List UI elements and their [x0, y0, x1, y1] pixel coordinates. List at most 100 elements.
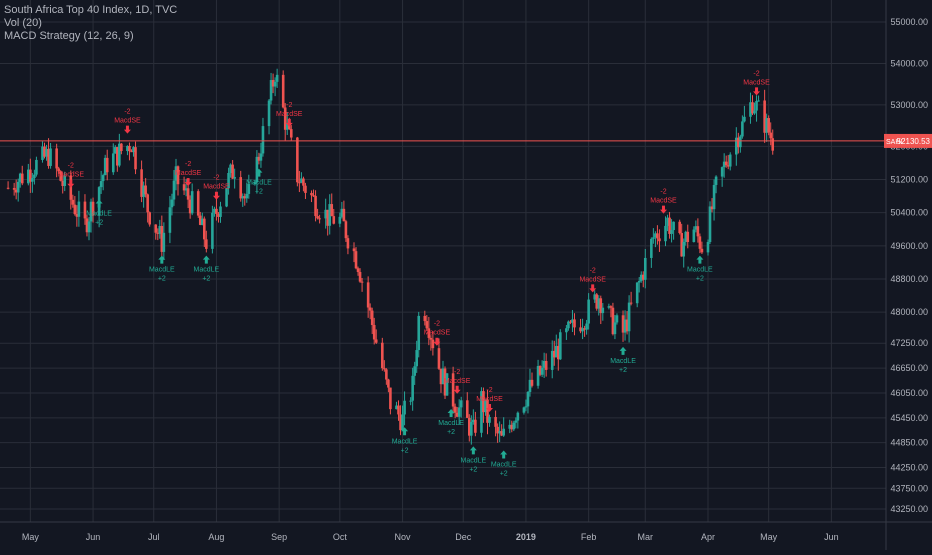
signal-qty: +2 [469, 466, 477, 473]
candle [554, 334, 558, 358]
candle [694, 220, 698, 233]
short-signal: -2 MacdSE [444, 369, 471, 394]
x-tick-label: May [760, 532, 778, 542]
candle [77, 190, 81, 227]
candle [73, 196, 77, 216]
candle [99, 170, 103, 194]
long-signal: MacdLE +2 [246, 168, 272, 196]
candle [627, 295, 631, 343]
candle [639, 271, 643, 283]
long-signal: MacdLE +2 [86, 199, 112, 227]
candle [536, 359, 540, 389]
candle [670, 219, 673, 243]
candle [395, 401, 398, 410]
candle [516, 411, 520, 429]
candle [330, 193, 334, 217]
x-tick-label: May [22, 532, 40, 542]
candle [142, 181, 145, 208]
down-arrow-icon [433, 337, 441, 346]
candle [296, 136, 299, 187]
candle [686, 224, 690, 249]
down-arrow-icon [589, 284, 597, 293]
candle [429, 335, 433, 351]
candle [480, 387, 483, 438]
candle [544, 353, 548, 377]
candle [257, 152, 261, 165]
candle [755, 95, 758, 122]
x-tick-label: Jun [86, 532, 101, 542]
candle [467, 414, 471, 442]
short-signal: -2 MacdSE [58, 163, 84, 188]
candle [352, 242, 356, 263]
candle [739, 134, 742, 153]
signal-label: MacdLE [610, 358, 636, 365]
last-price-tag: SAHL 52130.53 [884, 133, 932, 148]
candle [196, 189, 200, 218]
candle [439, 368, 443, 393]
down-arrow-icon [212, 191, 220, 200]
candle [374, 329, 378, 344]
candle [524, 399, 528, 412]
x-tick-label: Apr [701, 532, 715, 542]
signal-label: MacdSE [650, 198, 677, 205]
time-axis[interactable]: May Jun Jul Aug Sep Oct Nov Dec 2019 Feb Mar Apr May… [22, 532, 839, 542]
candle [445, 373, 449, 396]
candle [200, 212, 204, 226]
candle [85, 214, 89, 237]
candle [514, 417, 518, 429]
candle [749, 92, 752, 124]
candle [140, 160, 143, 203]
candle [326, 209, 329, 236]
candle [765, 113, 768, 142]
candle [360, 278, 364, 292]
up-arrow-icon [158, 255, 166, 264]
signal-qty: +2 [158, 276, 166, 283]
candle [684, 230, 688, 246]
candle [615, 313, 619, 325]
candle [368, 303, 372, 320]
signal-label: MacdLE [687, 267, 713, 274]
candle [696, 218, 700, 243]
candle [678, 219, 681, 235]
candle [431, 331, 435, 356]
candle [229, 163, 232, 178]
candle [666, 214, 669, 232]
candle [298, 170, 301, 193]
long-signal: MacdLE +2 [687, 255, 713, 283]
candle [587, 293, 590, 330]
candle [184, 179, 188, 197]
y-tick-label: 46650.00 [890, 363, 928, 373]
candle [472, 409, 475, 425]
candle [111, 143, 115, 175]
signal-qty: +2 [447, 429, 455, 436]
candle [470, 415, 473, 445]
strategy-label[interactable]: MACD Strategy (12, 26, 9) [4, 30, 134, 42]
candle [247, 174, 251, 199]
signal-label: MacdLE [246, 180, 272, 187]
down-arrow-icon [659, 205, 667, 214]
candle [261, 117, 265, 157]
candle [35, 156, 38, 177]
candle [130, 149, 133, 153]
candle [63, 171, 67, 192]
candle [41, 141, 44, 163]
candle [542, 352, 546, 378]
candle [312, 189, 315, 197]
candle [116, 146, 119, 172]
candle [751, 95, 754, 116]
down-arrow-icon [123, 125, 131, 134]
candle [613, 314, 617, 340]
candle [233, 168, 236, 189]
short-signal: -2 MacdSE [175, 161, 202, 187]
candle [190, 183, 194, 216]
symbol-title[interactable]: South Africa Top 40 Index, 1D, TVC [4, 4, 178, 16]
y-tick-label: 43250.00 [890, 504, 928, 514]
candle [621, 310, 625, 342]
signal-qty: +2 [401, 447, 409, 454]
candle [354, 247, 358, 270]
candle [338, 212, 342, 228]
candle [16, 178, 20, 202]
volume-indicator-label[interactable]: Vol (20) [4, 17, 42, 29]
